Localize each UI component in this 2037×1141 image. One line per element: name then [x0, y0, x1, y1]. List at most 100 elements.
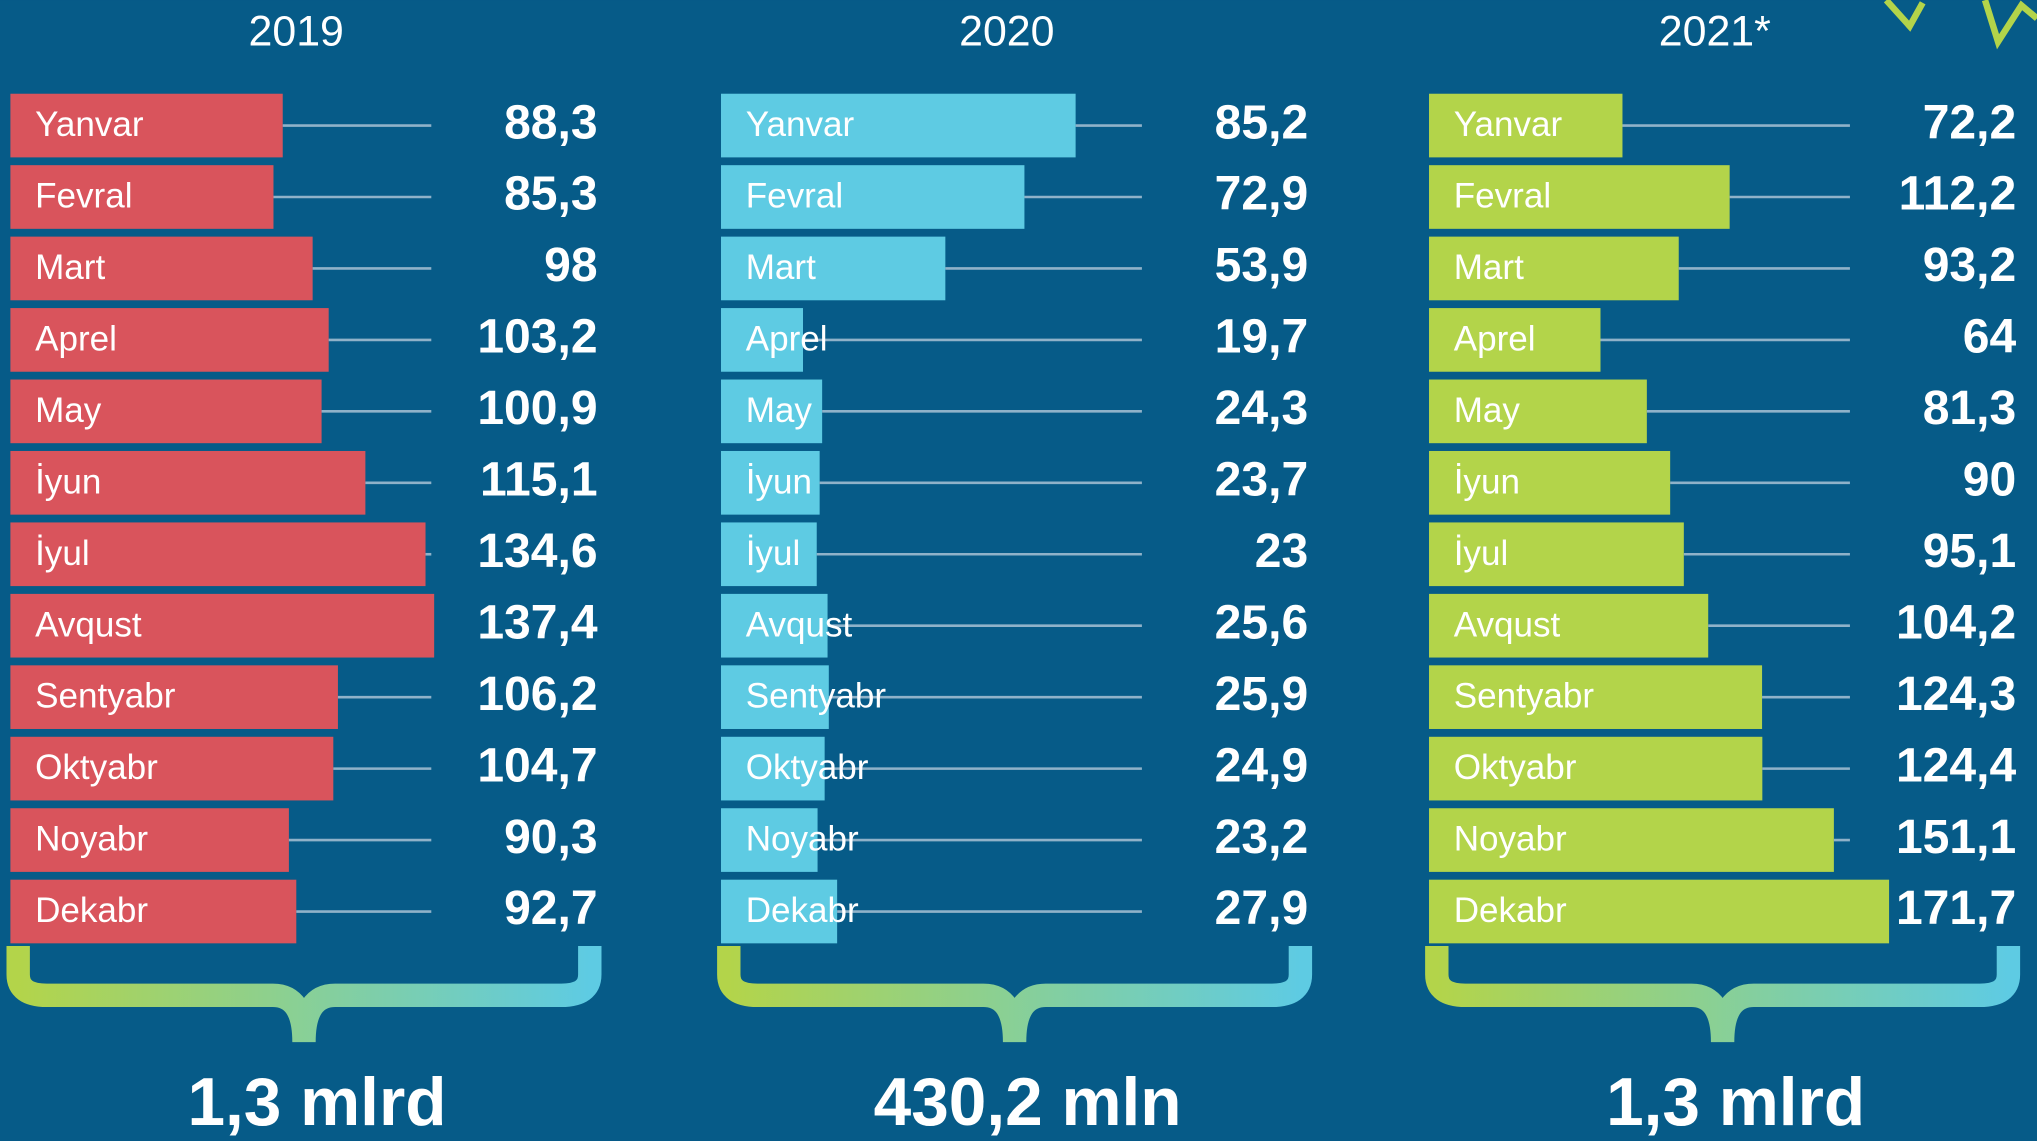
bar	[1429, 522, 1684, 587]
bar	[10, 665, 338, 729]
value-label: 95,1	[1923, 524, 2017, 578]
bar	[1429, 665, 1763, 729]
bar	[721, 593, 828, 658]
category-label: Oktyabr	[35, 748, 158, 787]
brace	[717, 945, 1313, 1043]
category-label: Aprel	[35, 319, 117, 358]
bar	[721, 93, 1076, 158]
value-label: 23,7	[1215, 453, 1309, 507]
value-label: 81,3	[1923, 381, 2017, 435]
category-label: May	[746, 391, 813, 430]
bar	[1429, 736, 1763, 801]
value-label: 88,3	[504, 95, 598, 149]
value-label: 124,4	[1896, 738, 2017, 792]
category-label: Aprel	[746, 319, 828, 358]
total-label: 430,2 mln	[874, 1065, 1182, 1140]
value-label: 25,6	[1215, 595, 1309, 649]
value-label: 104,7	[477, 738, 597, 792]
bar	[1429, 165, 1730, 229]
value-label: 151,1	[1896, 810, 2016, 864]
bar	[10, 879, 297, 944]
bar	[1429, 379, 1647, 444]
value-label: 104,2	[1896, 595, 2016, 649]
value-label: 23,2	[1215, 810, 1309, 864]
category-label: İyun	[1454, 462, 1520, 501]
value-label: 106,2	[477, 667, 597, 721]
category-label: Avqust	[1454, 605, 1561, 644]
category-label: Mart	[746, 248, 816, 287]
category-label: Noyabr	[1454, 820, 1567, 859]
bar	[10, 808, 289, 872]
category-label: Avqust	[35, 605, 142, 644]
category-label: Noyabr	[35, 820, 148, 859]
value-label: 85,3	[504, 167, 598, 221]
bar	[10, 379, 322, 444]
panel-title: 2021*	[1659, 7, 1771, 55]
category-label: May	[1454, 391, 1521, 430]
value-label: 103,2	[477, 310, 597, 364]
value-label: 85,2	[1215, 95, 1309, 149]
category-label: İyun	[35, 462, 101, 501]
bar	[721, 450, 820, 515]
value-label: 23	[1255, 524, 1308, 578]
bar	[721, 165, 1025, 229]
value-label: 100,9	[477, 381, 597, 435]
category-label: Sentyabr	[746, 677, 887, 716]
bar	[10, 236, 313, 301]
bar	[721, 522, 817, 587]
category-label: Dekabr	[1454, 891, 1567, 930]
category-label: İyul	[746, 534, 801, 573]
value-label: 24,9	[1215, 738, 1309, 792]
bar	[1429, 450, 1671, 515]
category-label: Mart	[1454, 248, 1524, 287]
bar	[721, 808, 818, 872]
category-label: Dekabr	[746, 891, 859, 930]
bar	[721, 379, 823, 444]
category-label: Fevral	[746, 177, 843, 216]
value-label: 27,9	[1215, 881, 1309, 935]
value-label: 24,3	[1215, 381, 1309, 435]
value-label: 90	[1963, 453, 2016, 507]
value-label: 25,9	[1215, 667, 1309, 721]
bar	[721, 308, 803, 372]
bar	[721, 879, 838, 944]
value-label: 171,7	[1896, 881, 2016, 935]
bar	[721, 736, 825, 801]
bar	[10, 93, 283, 158]
category-label: İyul	[35, 534, 90, 573]
total-label: 1,3 mlrd	[187, 1065, 446, 1140]
value-label: 64	[1963, 310, 2017, 364]
bar	[10, 522, 426, 587]
category-label: Oktyabr	[746, 748, 869, 787]
category-label: Aprel	[1454, 319, 1536, 358]
decoration	[1883, 0, 2037, 50]
value-label: 90,3	[504, 810, 598, 864]
brace	[6, 945, 602, 1043]
bar	[721, 236, 946, 301]
value-label: 19,7	[1215, 310, 1309, 364]
category-label: Yanvar	[1454, 105, 1563, 144]
bar	[1429, 879, 1890, 944]
category-label: İyun	[746, 462, 812, 501]
category-label: Sentyabr	[1454, 677, 1595, 716]
value-label: 93,2	[1923, 238, 2017, 292]
value-label: 92,7	[504, 881, 598, 935]
value-label: 115,1	[480, 453, 598, 507]
bar	[10, 165, 274, 229]
value-label: 72,9	[1215, 167, 1309, 221]
bar	[1429, 593, 1709, 658]
bar	[1429, 93, 1623, 158]
category-label: Yanvar	[35, 105, 144, 144]
category-label: Avqust	[746, 605, 853, 644]
category-label: Fevral	[35, 177, 132, 216]
bar	[10, 593, 435, 658]
bar	[1429, 236, 1679, 301]
bar	[1429, 808, 1834, 872]
category-label: Yanvar	[746, 105, 855, 144]
category-label: Sentyabr	[35, 677, 176, 716]
category-label: Mart	[35, 248, 105, 287]
bar	[1429, 308, 1601, 372]
panel-title: 2020	[959, 7, 1054, 55]
